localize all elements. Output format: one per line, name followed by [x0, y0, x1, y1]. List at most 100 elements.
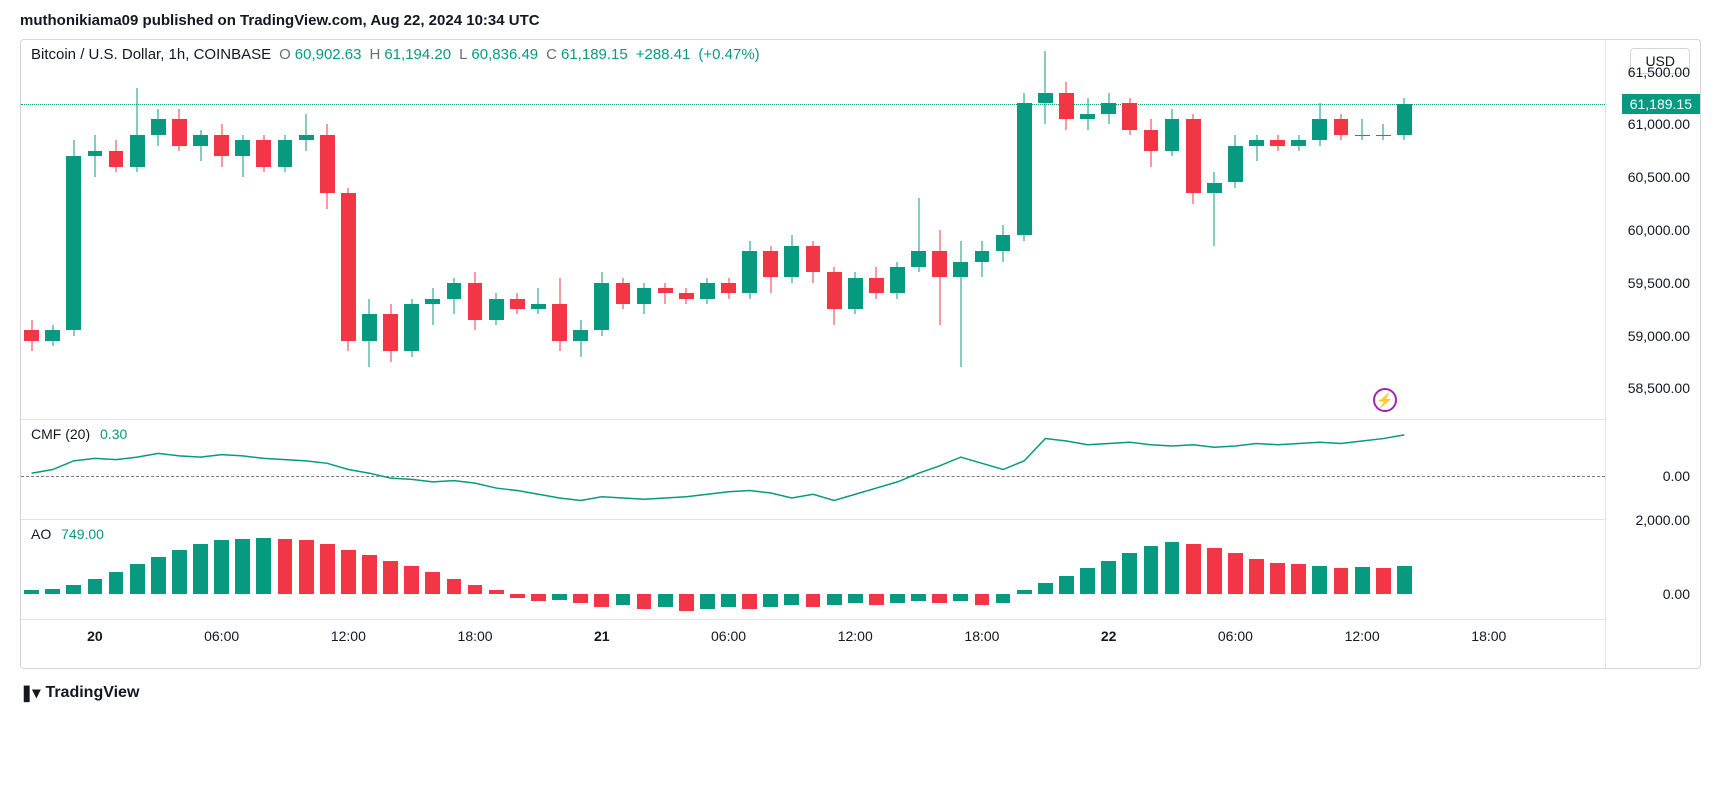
ao-pane[interactable]: AO 749.00: [21, 520, 1605, 620]
candle: [66, 40, 81, 420]
cmf-pane[interactable]: CMF (20) 0.30: [21, 420, 1605, 520]
ao-bar: [573, 594, 588, 603]
candle: [299, 40, 314, 420]
candle: [1249, 40, 1264, 420]
ao-bar: [1080, 568, 1095, 594]
candle: [806, 40, 821, 420]
time-tick: 18:00: [458, 628, 493, 644]
ao-bar: [341, 550, 356, 594]
ao-bar: [299, 540, 314, 594]
change-pct: (+0.47%): [698, 46, 759, 63]
ao-bar: [24, 590, 39, 594]
candle: [109, 40, 124, 420]
ao-bar: [1186, 544, 1201, 594]
ao-bar: [531, 594, 546, 601]
candle: [742, 40, 757, 420]
price-tick: 61,000.00: [1628, 116, 1690, 132]
candle: [1228, 40, 1243, 420]
ao-bar: [911, 594, 926, 601]
candle: [1165, 40, 1180, 420]
lightning-icon[interactable]: ⚡: [1373, 388, 1397, 412]
symbol-pair: Bitcoin / U.S. Dollar, 1h, COINBASE: [31, 46, 271, 63]
ao-bar: [594, 594, 609, 607]
price-tick: 60,500.00: [1628, 169, 1690, 185]
ao-bar: [932, 594, 947, 603]
ao-bar: [763, 594, 778, 607]
candle: [953, 40, 968, 420]
ao-bar: [1101, 561, 1116, 594]
time-tick: 20: [87, 628, 103, 644]
ao-bar: [235, 539, 250, 595]
candle: [235, 40, 250, 420]
ao-bar: [489, 590, 504, 594]
ohlc-o-value: 60,902.63: [295, 46, 362, 63]
ao-bar: [447, 579, 462, 594]
candle: [45, 40, 60, 420]
ao-bar: [700, 594, 715, 609]
ao-bar: [320, 544, 335, 594]
ao-bar: [1376, 568, 1391, 594]
ao-bar: [214, 540, 229, 594]
ao-bar: [1270, 563, 1285, 594]
time-tick: 12:00: [1345, 628, 1380, 644]
cmf-value: 0.30: [100, 426, 127, 442]
ohlc-c-label: C: [546, 46, 557, 63]
candle: [425, 40, 440, 420]
ao-bar: [1144, 546, 1159, 594]
candle: [88, 40, 103, 420]
ao-bar: [890, 594, 905, 603]
candle: [1122, 40, 1137, 420]
ohlc-h-label: H: [370, 46, 381, 63]
footer-logo[interactable]: ❚▾ TradingView: [20, 683, 1701, 703]
time-tick: 12:00: [838, 628, 873, 644]
time-tick: 22: [1101, 628, 1117, 644]
candle: [447, 40, 462, 420]
candle: [1207, 40, 1222, 420]
candle: [721, 40, 736, 420]
ohlc-o-label: O: [279, 46, 291, 63]
cmf-zero-tick: 0.00: [1663, 468, 1690, 484]
candle: [531, 40, 546, 420]
ao-bar: [806, 594, 821, 607]
ao-bar: [637, 594, 652, 609]
ao-bar: [1228, 553, 1243, 594]
ao-bar: [1207, 548, 1222, 594]
ao-bar: [1249, 559, 1264, 594]
candle: [763, 40, 778, 420]
candle: [1291, 40, 1306, 420]
candle: [890, 40, 905, 420]
ao-bar: [552, 594, 567, 600]
candle: [1080, 40, 1095, 420]
candle: [679, 40, 694, 420]
candle: [616, 40, 631, 420]
ao-bar: [1059, 576, 1074, 595]
ao-bar: [1017, 590, 1032, 594]
candle: [1059, 40, 1074, 420]
candle: [468, 40, 483, 420]
ohlc-l-label: L: [459, 46, 467, 63]
ao-bar: [1312, 566, 1327, 594]
candle: [1355, 40, 1370, 420]
ao-bar: [362, 555, 377, 594]
candle: [848, 40, 863, 420]
candle: [130, 40, 145, 420]
ao-bar: [869, 594, 884, 605]
ao-bar: [679, 594, 694, 611]
ao-bar: [721, 594, 736, 607]
price-tick: 61,500.00: [1628, 64, 1690, 80]
ao-top-tick: 2,000.00: [1636, 512, 1691, 528]
time-axis[interactable]: 2006:0012:0018:002106:0012:0018:002206:0…: [21, 620, 1605, 668]
ao-bar: [975, 594, 990, 605]
ao-bar: [658, 594, 673, 607]
ao-bar: [45, 589, 60, 595]
candle: [784, 40, 799, 420]
y-axis-column[interactable]: USD 61,189.15 61,500.0061,000.0060,500.0…: [1605, 40, 1700, 668]
price-pane[interactable]: Bitcoin / U.S. Dollar, 1h, COINBASE O60,…: [21, 40, 1605, 420]
ao-bar: [468, 585, 483, 594]
ao-bar: [193, 544, 208, 594]
candle: [1397, 40, 1412, 420]
ao-bar: [616, 594, 631, 605]
candle: [320, 40, 335, 420]
candle: [932, 40, 947, 420]
candle: [151, 40, 166, 420]
